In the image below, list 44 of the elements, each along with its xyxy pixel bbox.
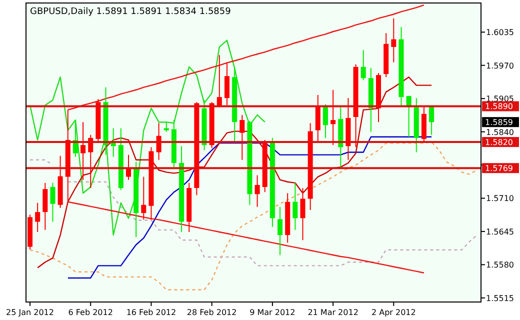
candlestick bbox=[254, 174, 260, 208]
y-tick-label: 1.5710 bbox=[486, 194, 514, 204]
candlestick bbox=[164, 122, 169, 132]
candlestick bbox=[141, 176, 146, 220]
candlestick bbox=[292, 182, 298, 230]
candlestick bbox=[35, 202, 40, 232]
line-series bbox=[29, 40, 266, 236]
x-tick-label: 6 Feb 2012 bbox=[68, 308, 113, 317]
text: 1.5859 bbox=[485, 118, 513, 128]
y-tick-label: 1.5515 bbox=[486, 294, 514, 303]
y-tick-label: 1.5970 bbox=[486, 61, 514, 70]
x-tick-label: 28 Feb 2012 bbox=[186, 308, 237, 317]
candlestick bbox=[300, 188, 306, 241]
line-series bbox=[67, 136, 432, 279]
x-tick-label: 21 Mar 2012 bbox=[308, 308, 358, 317]
candlestick bbox=[240, 114, 245, 160]
candlestick bbox=[224, 62, 230, 106]
y-tick-label: 1.5905 bbox=[486, 94, 514, 104]
line-series bbox=[67, 201, 425, 274]
x-tick-label: 2 Apr 2012 bbox=[371, 308, 416, 317]
candlestick bbox=[391, 18, 396, 63]
candlestick bbox=[126, 154, 131, 180]
candlestick bbox=[278, 206, 283, 256]
y-tick-label: 1.5580 bbox=[486, 260, 514, 270]
x-tick-label: 16 Feb 2012 bbox=[126, 308, 176, 317]
line-series bbox=[36, 76, 432, 268]
ref-line-label: 1.5820 bbox=[485, 138, 513, 148]
candlestick bbox=[80, 122, 86, 180]
candlestick bbox=[42, 182, 48, 230]
x-tick-label: 9 Mar 2012 bbox=[250, 308, 296, 317]
candlestick bbox=[50, 182, 56, 222]
ref-line-label: 1.5890 bbox=[485, 102, 513, 112]
candlestick bbox=[110, 128, 116, 158]
x-tick-label: 25 Jan 2012 bbox=[6, 308, 54, 317]
chart-title: GBPUSD,Daily 1.5891 1.5891 1.5834 1.5859 bbox=[30, 7, 232, 17]
y-tick-label: 1.5645 bbox=[486, 227, 514, 236]
candlestick bbox=[322, 104, 328, 138]
candlestick bbox=[429, 105, 434, 136]
ref-line-label: 1.5769 bbox=[485, 164, 513, 174]
y-tick-label: 1.6035 bbox=[486, 28, 514, 38]
y-tick-label: 1.5840 bbox=[486, 128, 514, 137]
candlestick bbox=[330, 89, 336, 146]
candlestick bbox=[360, 50, 366, 81]
line-series bbox=[29, 141, 478, 290]
